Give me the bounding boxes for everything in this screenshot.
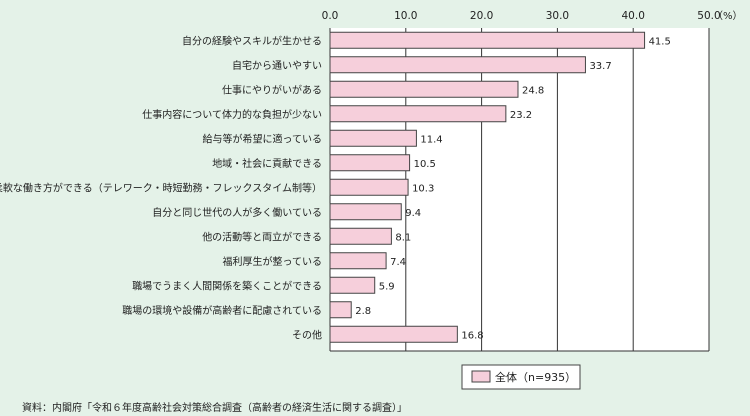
value-label: 33.7 (589, 61, 611, 72)
value-label: 9.4 (405, 208, 421, 219)
bar (329, 203, 402, 221)
bar (329, 56, 586, 74)
category-label: 他の活動等と両立ができる (202, 230, 322, 243)
bar (329, 325, 458, 343)
bar (329, 31, 646, 49)
value-label: 41.5 (649, 36, 671, 47)
bar (329, 227, 392, 245)
x-tick-label: 10.0 (394, 10, 417, 22)
x-tick-label: 30.0 (546, 10, 569, 22)
category-label: 仕事にやりがいがある (222, 83, 322, 96)
bar (329, 154, 411, 172)
bar (329, 301, 352, 319)
bar (329, 105, 507, 123)
category-labels: 自分の経験やスキルが生かせる自宅から通いやすい仕事にやりがいがある仕事内容につい… (0, 34, 322, 341)
category-label: 地域・社会に貢献できる (212, 157, 322, 170)
source-note: 資料：内閣府「令和６年度高齢社会対策総合調査（高齢者の経済生活に関する調査）」 (22, 403, 407, 414)
bar (329, 276, 376, 294)
bar (329, 252, 387, 270)
value-label: 10.3 (412, 183, 434, 194)
legend-label: 全体（n=935） (495, 370, 576, 384)
x-tick-label: 20.0 (470, 10, 493, 22)
x-axis-tick-labels: 0.0 10.0 20.0 30.0 40.0 50.0 (322, 10, 721, 22)
value-label: 8.1 (395, 232, 411, 243)
legend-swatch (471, 370, 491, 383)
value-label: 11.4 (420, 134, 442, 145)
category-label: 自分の経験やスキルが生かせる (182, 34, 322, 47)
legend: 全体（n=935） (461, 364, 581, 390)
category-label: 福利厚生が整っている (223, 255, 323, 268)
value-label: 10.5 (414, 159, 436, 170)
category-label: 職場の環境や設備が高齢者に配慮されている (122, 304, 322, 317)
category-label: 柔軟な働き方ができる（テレワーク・時短勤務・フレックスタイム制等） (0, 181, 322, 194)
category-label: 給与等が希望に適っている (203, 132, 323, 145)
value-label: 23.2 (510, 110, 532, 121)
category-label: 仕事内容について体力的な負担が少ない (142, 108, 322, 121)
category-label: 職場でうまく人間関係を築くことができる (132, 279, 322, 292)
bars (329, 31, 646, 343)
x-tick-label: 40.0 (622, 10, 645, 22)
unit-label: （%） (713, 10, 743, 22)
x-tick-label: 50.0 (697, 10, 720, 22)
x-tick-label: 0.0 (322, 10, 339, 22)
value-label: 24.8 (522, 85, 544, 96)
value-labels: 41.5 33.7 24.8 23.2 11.4 10.5 10.3 9.4 8.1 7.4 5.9… (355, 36, 671, 341)
bar (329, 129, 417, 147)
value-label: 5.9 (379, 281, 395, 292)
category-label: その他 (292, 328, 322, 341)
bar (329, 178, 409, 196)
category-label: 自宅から通いやすい (232, 59, 322, 72)
value-label: 16.8 (461, 330, 483, 341)
category-label: 自分と同じ世代の人が多く働いている (152, 206, 322, 219)
value-label: 7.4 (390, 257, 406, 268)
value-label: 2.8 (355, 306, 371, 317)
bar (329, 80, 519, 98)
